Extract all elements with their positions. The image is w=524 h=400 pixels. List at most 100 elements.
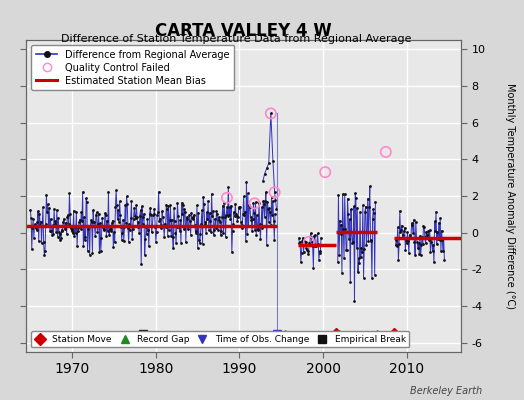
Point [39,239,48,246]
Point [66,210,74,217]
Point [431,228,440,234]
Point [48,232,56,238]
Point [129,216,138,222]
Point [409,230,417,236]
Point [108,218,117,224]
Y-axis label: Monthly Temperature Anomaly Difference (°C): Monthly Temperature Anomaly Difference (… [505,83,515,309]
Point [105,232,113,238]
Point [123,193,131,200]
Point [263,165,271,172]
Point [369,206,377,212]
Point [133,213,141,220]
Point [70,232,79,239]
Point [271,196,280,203]
Point [410,239,419,245]
Point [422,228,430,235]
Point [235,205,244,212]
Point [95,249,104,255]
Point [40,252,49,258]
Point [421,240,430,247]
Point [402,237,410,243]
Point [237,225,246,231]
Point [412,235,421,241]
Point [368,274,376,281]
Point [347,206,355,213]
Point [170,205,178,211]
Point [121,224,129,230]
Point [197,221,205,227]
Point [340,255,348,261]
Point [96,248,105,254]
Point [408,220,416,226]
Point [163,206,171,212]
Point [406,232,414,238]
Point [204,226,213,233]
Point [155,188,163,195]
Point [171,230,180,236]
Point [182,239,190,246]
Point [307,234,315,240]
Point [239,193,248,200]
Point [153,212,161,218]
Point [361,208,369,215]
Point [265,205,274,212]
Point [303,248,312,254]
Point [104,228,112,234]
Point [90,223,99,229]
Point [33,219,41,225]
Point [252,231,260,238]
Point [94,221,102,227]
Point [262,189,270,195]
Point [189,216,198,223]
Point [417,242,425,248]
Point [179,202,187,208]
Point [334,192,343,198]
Point [354,269,362,276]
Point [81,234,90,240]
Point [391,242,400,249]
Point [112,187,121,194]
Point [139,214,147,220]
Point [88,219,96,226]
Point [111,239,119,246]
Point [226,216,235,222]
Point [39,204,47,210]
Title: CARTA VALLEY 4 W: CARTA VALLEY 4 W [155,22,332,40]
Point [408,222,417,229]
Point [178,200,186,206]
Point [200,201,208,208]
Point [259,178,267,184]
Point [134,219,143,226]
Point [68,226,77,233]
Point [268,212,277,218]
Point [138,221,147,227]
Point [93,228,102,235]
Point [250,210,258,216]
Point [130,213,139,220]
Point [231,201,239,207]
Point [162,202,170,208]
Point [311,243,320,250]
Point [183,214,191,220]
Point [412,219,420,225]
Point [242,178,250,185]
Point [157,225,166,231]
Point [339,191,347,197]
Point [210,231,218,238]
Point [404,237,412,244]
Point [140,211,148,217]
Point [219,202,227,209]
Point [27,215,35,222]
Point [172,240,180,246]
Point [440,235,448,242]
Point [118,230,127,236]
Point [321,169,330,175]
Point [106,226,114,232]
Point [250,227,259,233]
Point [74,224,83,231]
Point [350,203,358,210]
Point [187,232,195,238]
Point [419,222,428,229]
Point [168,216,176,223]
Point [398,222,406,229]
